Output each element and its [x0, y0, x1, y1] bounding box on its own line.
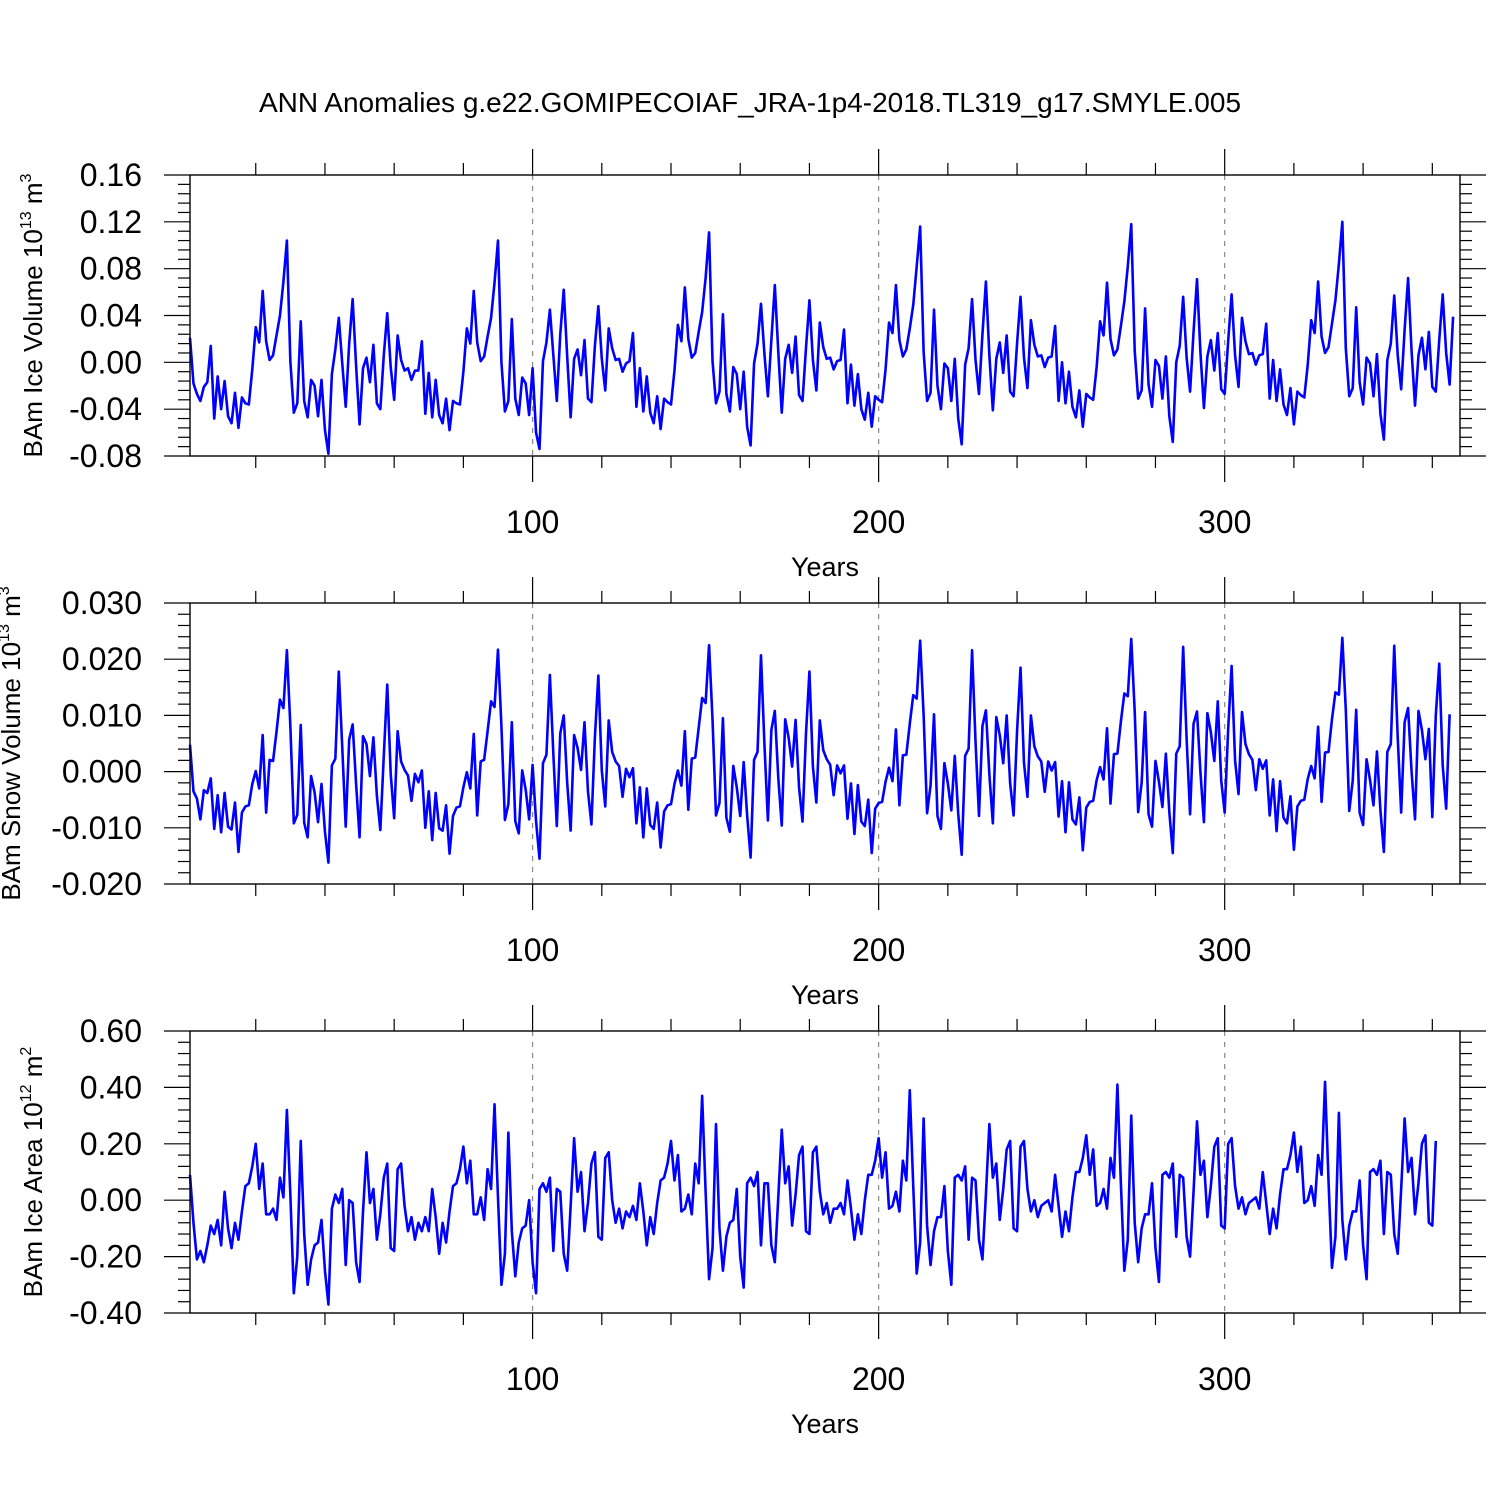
- ice-area-xtick-label: 200: [852, 1361, 905, 1397]
- ice-volume-series-line: [188, 220, 1455, 455]
- ice-area-ytick-label: -0.20: [69, 1239, 142, 1275]
- panel-ice-volume: -0.08 -0.04 0.00 0.04 0.08 0.12 0.16 100 200 300 Y…: [18, 149, 1486, 582]
- ice-volume-ytick-label: -0.08: [69, 438, 142, 474]
- ice-volume-x-axis-title: Years: [791, 552, 859, 582]
- snow-volume-series-line: [188, 636, 1451, 864]
- ice-area-ytick-label: 0.20: [80, 1126, 142, 1162]
- panel-snow-volume: -0.020 -0.010 0.000 0.010 0.020 0.030 100 200 30…: [0, 577, 1486, 1010]
- ice-volume-ytick-label: 0.04: [80, 298, 142, 334]
- ice-area-ytick-label: -0.40: [69, 1295, 142, 1331]
- snow-volume-xtick-label: 200: [852, 932, 905, 968]
- ice-area-plot-frame: [189, 1030, 1461, 1314]
- ice-volume-ytick-label: 0.08: [80, 251, 142, 287]
- ice-area-y-axis-title: BAm Ice Area 1012 m2: [18, 1047, 48, 1298]
- ice-volume-ytick-label: 0.12: [80, 204, 142, 240]
- ice-area-x-axis-title: Years: [791, 1409, 859, 1439]
- snow-volume-ytick-label: 0.020: [62, 641, 142, 677]
- ice-volume-y-axis-title: BAm Ice Volume 1013 m3: [18, 173, 48, 457]
- ice-volume-xtick-label: 200: [852, 504, 905, 540]
- ice-volume-ytick-label: -0.04: [69, 391, 142, 427]
- snow-volume-xtick-label: 300: [1198, 932, 1251, 968]
- ice-area-xtick-label: 100: [506, 1361, 559, 1397]
- ice-area-xtick-label: 300: [1198, 1361, 1251, 1397]
- snow-volume-plot-frame: [189, 602, 1461, 885]
- snow-volume-ytick-label: 0.030: [62, 585, 142, 621]
- ice-area-ytick-label: 0.40: [80, 1069, 142, 1105]
- snow-volume-xtick-label: 100: [506, 932, 559, 968]
- panel-ice-area: -0.40 -0.20 0.00 0.20 0.40 0.60 100 200 300 Years…: [18, 1005, 1486, 1439]
- chart-title: ANN Anomalies g.e22.GOMIPECOIAF_JRA-1p4-…: [259, 87, 1241, 118]
- snow-volume-ytick-label: 0.010: [62, 697, 142, 733]
- ice-volume-xtick-label: 300: [1198, 504, 1251, 540]
- snow-volume-y-axis-title: BAm Snow Volume 1013 m3: [0, 586, 26, 900]
- snow-volume-ytick-label: -0.010: [51, 810, 142, 846]
- ice-volume-xtick-label: 100: [506, 504, 559, 540]
- snow-volume-x-axis-title: Years: [791, 980, 859, 1010]
- ice-area-series-line: [188, 1080, 1438, 1306]
- ice-area-ytick-label: 0.00: [80, 1182, 142, 1218]
- snow-volume-ytick-label: -0.020: [51, 866, 142, 902]
- ice-volume-ytick-label: 0.16: [80, 157, 142, 193]
- ice-volume-plot-frame: [189, 174, 1461, 457]
- ice-area-ytick-label: 0.60: [80, 1013, 142, 1049]
- ice-volume-ytick-label: 0.00: [80, 344, 142, 380]
- snow-volume-ytick-label: 0.000: [62, 754, 142, 790]
